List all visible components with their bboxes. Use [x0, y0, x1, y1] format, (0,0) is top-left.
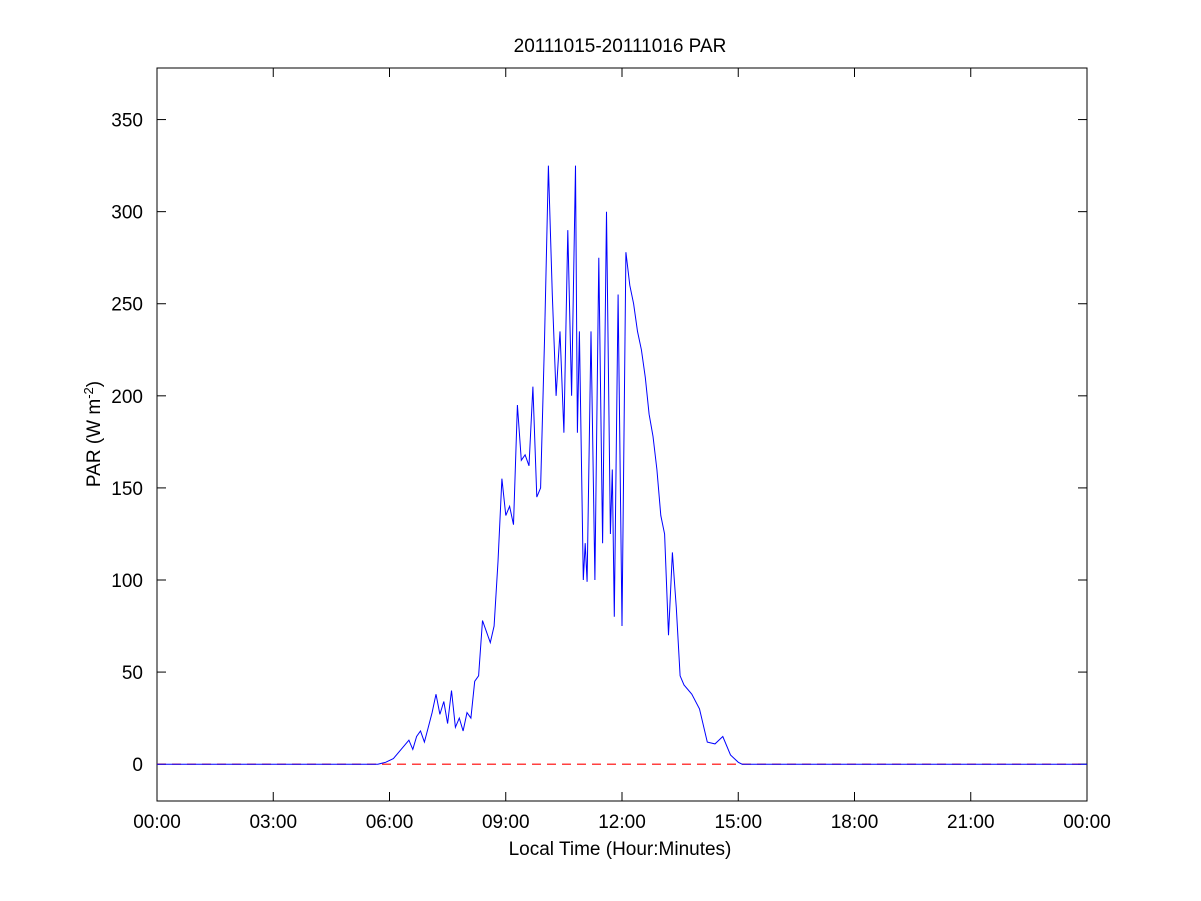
- x-tick-label-2: 06:00: [366, 812, 414, 833]
- y-tick-labels: 0 50 100 150 200 250 300 350: [111, 111, 143, 777]
- y-axis-label-suffix: ): [84, 381, 105, 387]
- axis-ticks: [156, 68, 1088, 801]
- y-tick-label-3: 150: [111, 479, 143, 500]
- plot-area: [156, 67, 1088, 802]
- y-tick-label-0: 0: [132, 755, 143, 776]
- y-tick-label-4: 200: [111, 387, 143, 408]
- x-tick-label-1: 03:00: [249, 812, 297, 833]
- x-axis-label: Local Time (Hour:Minutes): [509, 839, 732, 860]
- x-tick-labels: 00:00 03:00 06:00 09:00 12:00 15:00 18:00 21:00…: [133, 812, 1111, 833]
- x-tick-label-4: 12:00: [598, 812, 646, 833]
- x-tick-label-0: 00:00: [133, 812, 181, 833]
- y-tick-label-7: 350: [111, 111, 143, 132]
- x-tick-label-6: 18:00: [831, 812, 879, 833]
- chart-title: 20111015-20111016 PAR: [514, 36, 727, 57]
- y-axis-label-superscript: -2: [81, 387, 96, 399]
- x-tick-label-8: 00:00: [1063, 812, 1111, 833]
- y-tick-label-6: 300: [111, 203, 143, 224]
- y-tick-label-5: 250: [111, 295, 143, 316]
- x-tick-label-5: 15:00: [714, 812, 762, 833]
- x-tick-label-7: 21:00: [947, 812, 995, 833]
- y-tick-label-2: 100: [111, 571, 143, 592]
- y-axis-label: PAR (W m-2): [81, 381, 106, 487]
- x-tick-label-3: 09:00: [482, 812, 530, 833]
- par-series-line: [157, 165, 1087, 765]
- y-axis-label-main: PAR (W m: [84, 399, 105, 487]
- y-tick-label-1: 50: [122, 663, 143, 684]
